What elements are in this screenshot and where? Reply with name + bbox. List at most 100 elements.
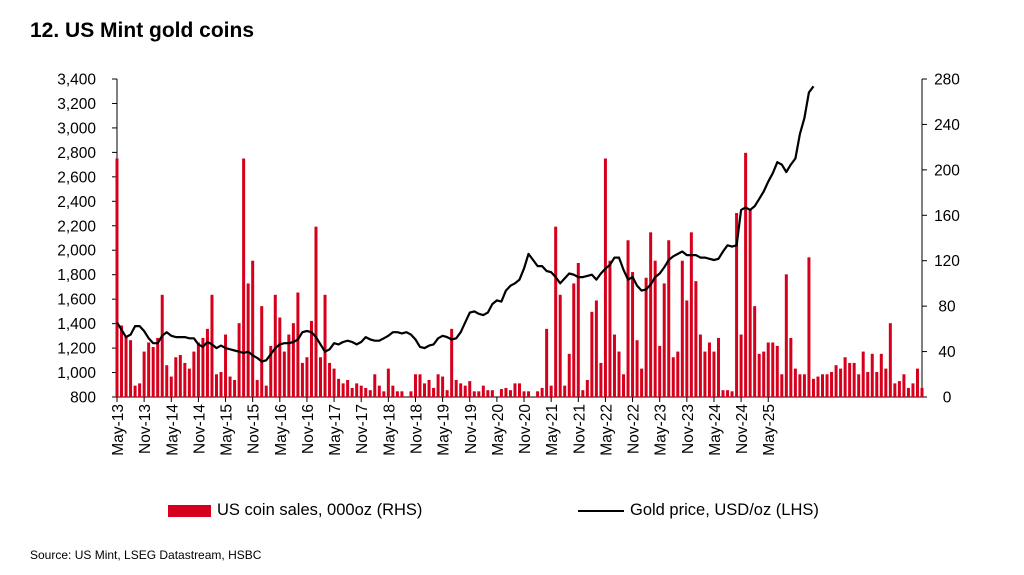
coin-sales-bar (224, 334, 228, 397)
coin-sales-bar (409, 391, 413, 397)
coin-sales-bar (450, 328, 454, 397)
coin-sales-bar (658, 345, 662, 397)
coin-sales-bar (364, 387, 368, 397)
coin-sales-bar (309, 320, 313, 397)
coin-sales-bar (305, 357, 309, 397)
chart-title: 12. US Mint gold coins (30, 19, 255, 42)
legend-swatch-line (578, 509, 624, 512)
coin-sales-bar (233, 379, 237, 397)
coin-sales-bar (205, 328, 209, 397)
right-axis-tick-label: 240 (934, 117, 960, 134)
coin-sales-bar (350, 387, 354, 397)
right-axis-tick-label: 0 (943, 390, 952, 407)
coin-sales-bar (906, 387, 910, 397)
coin-sales-bar (585, 379, 589, 397)
right-axis-tick-label: 120 (934, 253, 960, 270)
left-axis-tick-label: 3,000 (57, 120, 96, 137)
coin-sales-bar (427, 379, 431, 397)
coin-sales-bar (540, 387, 544, 397)
x-axis-tick-label: Nov-22 (626, 404, 643, 454)
coin-sales-bar (490, 390, 494, 397)
coin-sales-bar (603, 158, 607, 397)
coin-sales-bar (341, 383, 345, 397)
coin-sales-bar (192, 351, 196, 397)
coin-sales-bar (789, 337, 793, 397)
x-axis-tick-label: Nov-13 (137, 404, 154, 454)
x-axis-tick-label: May-16 (273, 404, 290, 456)
coin-sales-bar (129, 340, 133, 397)
x-axis-tick-label: May-15 (219, 404, 236, 456)
coin-sales-bar (775, 345, 779, 397)
coin-sales-bar (481, 385, 485, 397)
coin-sales-bar (477, 391, 481, 397)
coin-sales-bar (653, 260, 657, 397)
coin-sales-bar (459, 383, 463, 397)
right-axis-tick-label: 280 (934, 72, 960, 89)
coin-sales-bar (721, 390, 725, 397)
coin-sales-bar (513, 383, 517, 397)
coin-sales-bar (830, 372, 834, 397)
left-axis-tick-label: 3,400 (57, 72, 96, 89)
coin-sales-bar (151, 347, 155, 397)
coin-sales-bar (576, 262, 580, 397)
x-axis-tick-label: May-25 (761, 404, 778, 456)
coin-sales-bar (156, 337, 160, 397)
coin-sales-bar (635, 340, 639, 397)
coin-sales-bar (504, 387, 508, 397)
coin-sales-bar (418, 374, 422, 397)
coin-sales-bar (346, 379, 350, 397)
x-axis-tick-label: Nov-21 (571, 404, 588, 454)
coin-sales-bar (920, 387, 924, 397)
left-axis-tick-label: 2,000 (57, 243, 96, 260)
coin-sales-bar (377, 385, 381, 397)
coin-sales-bar (640, 368, 644, 397)
x-axis-tick-label: May-18 (381, 404, 398, 456)
coin-sales-bar (368, 390, 372, 397)
x-axis-tick-label: Nov-20 (517, 404, 534, 454)
coin-sales-bar (870, 353, 874, 397)
left-axis-tick-label: 1,000 (57, 365, 96, 382)
x-axis-tick-label: Nov-23 (680, 404, 697, 454)
coin-sales-bar (879, 353, 883, 397)
coin-sales-bar (649, 232, 653, 397)
coin-sales-bar (866, 372, 870, 397)
coin-sales-bar (748, 209, 752, 397)
coin-sales-bar (251, 260, 255, 397)
coin-sales-bar (762, 351, 766, 397)
coin-sales-bar (269, 345, 273, 397)
coin-sales-bar (400, 391, 404, 397)
coin-sales-bar (423, 383, 427, 397)
coin-sales-bar (527, 391, 531, 397)
x-axis-tick-label: May-17 (327, 404, 344, 456)
coin-sales-bar (612, 334, 616, 397)
coin-sales-bar (486, 390, 490, 397)
gold-price-line (116, 85, 815, 363)
coin-sales-bar (716, 337, 720, 397)
coin-sales-bar (703, 351, 707, 397)
coin-sales-bar (698, 334, 702, 397)
coin-sales-bar (689, 232, 693, 397)
coin-sales-bar (319, 357, 323, 397)
x-axis-tick-label: Nov-24 (734, 404, 751, 454)
source-note: Source: US Mint, LSEG Datastream, HSBC (30, 548, 262, 562)
coin-sales-bar (825, 374, 829, 397)
coin-sales-bar (174, 357, 178, 397)
coin-sales-bar (726, 390, 730, 397)
coin-sales-bar (314, 226, 318, 397)
coin-sales-bar (386, 368, 390, 397)
coin-sales-bar (413, 374, 417, 397)
coin-sales-bar (667, 240, 671, 397)
coin-sales-bar (839, 368, 843, 397)
coin-sales-bar (291, 323, 295, 397)
coin-sales-bar (214, 374, 218, 397)
coin-sales-bar (676, 351, 680, 397)
legend-label-gold-price: Gold price, USD/oz (LHS) (630, 501, 819, 519)
coin-sales-bar (124, 336, 128, 397)
x-axis-tick-label: May-19 (436, 404, 453, 456)
coin-sales-bar (848, 362, 852, 397)
coin-sales-bar (454, 379, 458, 397)
coin-sales-bar (807, 257, 811, 397)
coin-sales-bar (753, 306, 757, 397)
coin-sales-bar (264, 385, 268, 397)
